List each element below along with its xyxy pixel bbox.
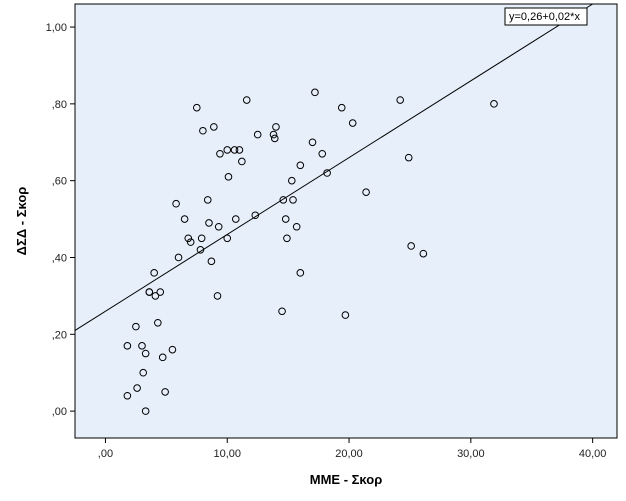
data-point	[139, 368, 148, 377]
data-point	[242, 96, 251, 104]
data-point	[253, 130, 262, 139]
fit-equation-box: y=0,26+0,02*x	[504, 7, 588, 26]
x-tick-label: ,00	[98, 448, 113, 460]
data-point	[132, 322, 140, 331]
x-tick-label: 20,00	[335, 448, 363, 460]
data-point	[269, 130, 278, 139]
data-point	[490, 100, 498, 108]
data-point	[150, 269, 158, 277]
data-point	[337, 103, 346, 112]
data-point	[172, 199, 180, 208]
y-tick-label: ,20	[52, 329, 67, 341]
plot-area	[75, 4, 617, 438]
data-point	[404, 153, 413, 162]
data-point	[419, 249, 428, 258]
data-point	[156, 288, 165, 296]
x-tick-label: 10,00	[213, 448, 241, 460]
x-axis-title: MME - Σκορ	[310, 472, 382, 487]
data-point	[341, 311, 350, 319]
data-point	[296, 269, 305, 277]
data-point	[133, 384, 141, 392]
data-point	[186, 238, 195, 246]
data-point	[396, 96, 405, 104]
data-point	[184, 234, 193, 243]
data-point	[158, 353, 167, 362]
data-point	[223, 146, 232, 154]
data-point	[278, 307, 286, 316]
data-point	[138, 342, 146, 350]
data-point	[308, 138, 317, 147]
data-point	[199, 126, 207, 135]
data-point	[216, 149, 224, 158]
data-point	[407, 242, 415, 250]
data-point	[323, 169, 331, 177]
y-tick-label: ,40	[52, 252, 67, 264]
data-point	[296, 161, 305, 170]
data-point	[288, 176, 296, 185]
data-point	[161, 388, 169, 396]
data-point	[235, 146, 244, 154]
data-point	[251, 211, 260, 220]
data-point	[281, 215, 290, 223]
fit-equation-label: y=0,26+0,02*x	[509, 11, 580, 23]
x-tick-label: 30,00	[457, 448, 485, 460]
data-point	[180, 215, 189, 223]
data-point	[141, 349, 150, 358]
data-point	[213, 292, 222, 300]
data-point	[270, 134, 279, 143]
data-point	[318, 149, 327, 158]
data-point	[238, 157, 246, 166]
data-point	[289, 196, 297, 204]
data-point	[272, 123, 280, 131]
data-point	[123, 391, 132, 400]
data-point	[154, 318, 162, 327]
x-tick-label: 40,00	[579, 448, 607, 460]
data-point	[210, 123, 218, 131]
data-point	[279, 196, 288, 204]
data-point	[123, 342, 132, 350]
data-point	[197, 234, 206, 243]
data-point	[224, 173, 233, 181]
data-point	[168, 345, 177, 354]
data-point	[348, 119, 357, 127]
data-point	[145, 288, 154, 296]
data-point	[283, 234, 291, 243]
data-point	[141, 407, 150, 415]
y-tick-label: 1,00	[46, 22, 67, 34]
data-point	[292, 222, 301, 231]
data-point	[192, 103, 201, 112]
y-tick-label: ,80	[52, 99, 67, 111]
data-point	[214, 222, 223, 231]
data-point	[362, 188, 370, 196]
data-point	[223, 234, 232, 243]
data-point	[311, 88, 319, 97]
fit-line	[74, 3, 593, 331]
data-point	[203, 196, 212, 204]
y-tick-label: ,00	[52, 406, 67, 418]
data-point	[196, 246, 205, 254]
data-point	[205, 219, 213, 227]
y-tick-label: ,60	[52, 176, 67, 188]
plot-frame	[74, 3, 618, 439]
data-point	[230, 146, 239, 154]
data-point	[231, 215, 240, 223]
y-axis-title: ΔΣΔ - Σκορ	[14, 187, 29, 256]
data-point	[207, 257, 216, 266]
data-point	[151, 292, 160, 300]
data-point	[174, 253, 183, 262]
